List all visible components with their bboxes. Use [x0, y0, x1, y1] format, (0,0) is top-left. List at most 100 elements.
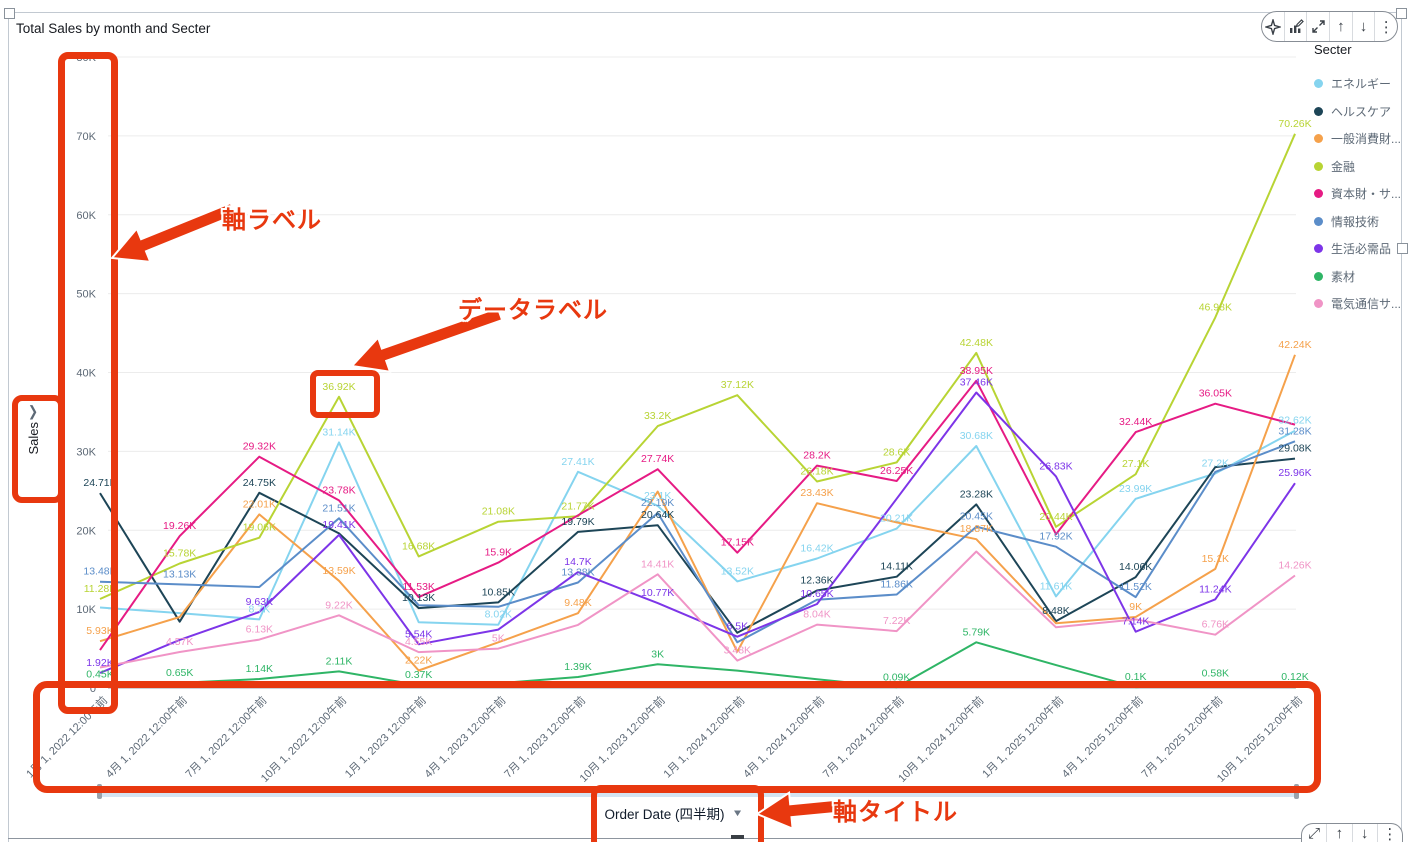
- data-label: 5K: [492, 633, 505, 645]
- series-line[interactable]: [99, 550, 1296, 669]
- data-label: 10.65K: [800, 588, 833, 600]
- data-label: 14.7K: [564, 556, 591, 568]
- slider-handle-right[interactable]: [1294, 784, 1299, 799]
- chevron-down-icon: ▼: [731, 807, 744, 819]
- date-range-slider[interactable]: [97, 784, 1299, 799]
- legend-item[interactable]: 情報技術: [1308, 213, 1406, 230]
- insights-sparkle-icon[interactable]: [1262, 12, 1284, 41]
- data-label: 9.22K: [325, 599, 352, 611]
- data-label: 10.85K: [482, 586, 515, 598]
- data-label: 9.48K: [564, 597, 591, 609]
- menu-kebab-icon[interactable]: ⋮: [1376, 824, 1402, 842]
- y-axis-tick-label: 30K: [76, 446, 96, 458]
- legend-item[interactable]: 電気通信サ...: [1308, 295, 1406, 312]
- series-line[interactable]: [99, 440, 1296, 644]
- data-label: 23.28K: [960, 488, 993, 500]
- visual-toolbar-partial: ⤢ ↑ ↓ ⋮: [1301, 823, 1403, 842]
- resize-handle-top-left[interactable]: [4, 8, 15, 19]
- legend-item[interactable]: 金融: [1308, 158, 1406, 175]
- data-label: 8.48K: [1042, 605, 1069, 617]
- bottom-divider: [8, 838, 1402, 839]
- data-label: 12.36K: [800, 575, 833, 587]
- x-axis-title: Order Date (四半期): [604, 807, 725, 822]
- x-axis-tick-label: 10月 1, 2022 12:00午前: [257, 693, 349, 785]
- maximize-icon[interactable]: [1306, 12, 1329, 41]
- data-label: 30.68K: [960, 430, 993, 442]
- widget-border-right: [1401, 12, 1402, 842]
- menu-kebab-icon[interactable]: ⋮: [1374, 12, 1397, 41]
- slider-handle-left[interactable]: [97, 784, 102, 799]
- legend-label: 素材: [1331, 269, 1356, 284]
- series-line[interactable]: [99, 133, 1296, 600]
- legend-swatch: [1314, 134, 1323, 143]
- data-label: 7.22K: [883, 615, 910, 627]
- data-label: 14.41K: [641, 558, 674, 570]
- legend-item[interactable]: 一般消費財...: [1308, 130, 1406, 147]
- data-label: 36.92K: [322, 381, 355, 393]
- series-line[interactable]: [99, 391, 1296, 674]
- data-label: 42.48K: [960, 337, 993, 349]
- data-label: 13.52K: [721, 565, 754, 577]
- data-label: 31.14K: [322, 426, 355, 438]
- data-label: 13.48K: [83, 566, 116, 578]
- data-label: 3.48K: [724, 645, 751, 657]
- legend-swatch: [1314, 299, 1323, 308]
- series-line[interactable]: [99, 457, 1296, 634]
- data-label: 14.26K: [1278, 560, 1311, 572]
- legend-label: エネルギー: [1331, 77, 1392, 91]
- y-axis-collapse-control[interactable]: ❯ Sales: [20, 403, 46, 486]
- series-line[interactable]: [99, 379, 1296, 651]
- data-label: 4.57K: [166, 636, 193, 648]
- data-label: 3K: [651, 648, 664, 660]
- y-axis-tick-label: 0: [90, 683, 96, 695]
- legend-label: 金融: [1331, 159, 1356, 174]
- series-line[interactable]: [99, 641, 1296, 689]
- data-label: 33.2K: [644, 410, 671, 422]
- legend-item[interactable]: ヘルスケア: [1308, 103, 1406, 120]
- data-label: 10.77K: [641, 587, 674, 599]
- legend-item[interactable]: 素材: [1308, 268, 1406, 285]
- move-up-icon[interactable]: ↑: [1326, 824, 1351, 842]
- data-label: 23.43K: [800, 487, 833, 499]
- x-axis-tick-label: 7月 1, 2024 12:00午前: [819, 693, 906, 780]
- x-axis-tick-label: 1月 1, 2024 12:00午前: [660, 693, 747, 780]
- legend-swatch: [1314, 189, 1323, 198]
- move-up-icon[interactable]: ↑: [1329, 12, 1352, 41]
- x-axis-tick-label: 4月 1, 2025 12:00午前: [1058, 693, 1145, 780]
- maximize-icon[interactable]: ⤢: [1308, 825, 1321, 842]
- x-axis-tick-label: 1月 1, 2023 12:00午前: [341, 693, 428, 780]
- y-axis-tick-label: 10K: [76, 604, 96, 616]
- x-axis-tick-label: 10月 1, 2024 12:00午前: [895, 693, 987, 785]
- series-line[interactable]: [99, 354, 1296, 672]
- legend-item[interactable]: 生活必需品: [1308, 240, 1406, 257]
- data-label: 11.28K: [84, 583, 117, 595]
- series-line[interactable]: [99, 429, 1296, 626]
- data-label: 14.06K: [1119, 561, 1152, 573]
- data-label: 19.41K: [322, 519, 355, 531]
- x-axis-title-dropdown[interactable]: Order Date (四半期) ▼: [600, 800, 748, 826]
- resize-handle-top-right[interactable]: [1396, 8, 1407, 19]
- data-label: 4.55K: [405, 636, 432, 648]
- legend-swatch: [1314, 216, 1323, 226]
- data-label: 0.12K: [1281, 671, 1308, 683]
- data-label: 26.18K: [800, 466, 833, 478]
- data-label: 37.46K: [960, 377, 993, 389]
- legend-item[interactable]: 資本財・サ...: [1308, 185, 1406, 202]
- data-label: 27.41K: [561, 456, 594, 468]
- data-label: 26.83K: [1039, 460, 1072, 472]
- data-label: 8.04K: [803, 609, 830, 621]
- data-label: 27.1K: [1122, 458, 1149, 470]
- move-down-icon[interactable]: ↓: [1351, 824, 1377, 842]
- data-label: 20.44K: [1039, 511, 1072, 523]
- data-label: 1.14K: [246, 663, 273, 675]
- data-label: 11.24K: [1199, 583, 1232, 595]
- data-label: 0.37K: [405, 669, 432, 681]
- x-axis-tick-label: 4月 1, 2023 12:00午前: [421, 693, 508, 780]
- move-down-icon[interactable]: ↓: [1351, 12, 1375, 41]
- data-label: 5.54K: [405, 628, 432, 640]
- edit-visual-icon[interactable]: [1283, 12, 1307, 41]
- legend-item[interactable]: エネルギー: [1308, 75, 1406, 92]
- data-label: 28.6K: [883, 446, 910, 458]
